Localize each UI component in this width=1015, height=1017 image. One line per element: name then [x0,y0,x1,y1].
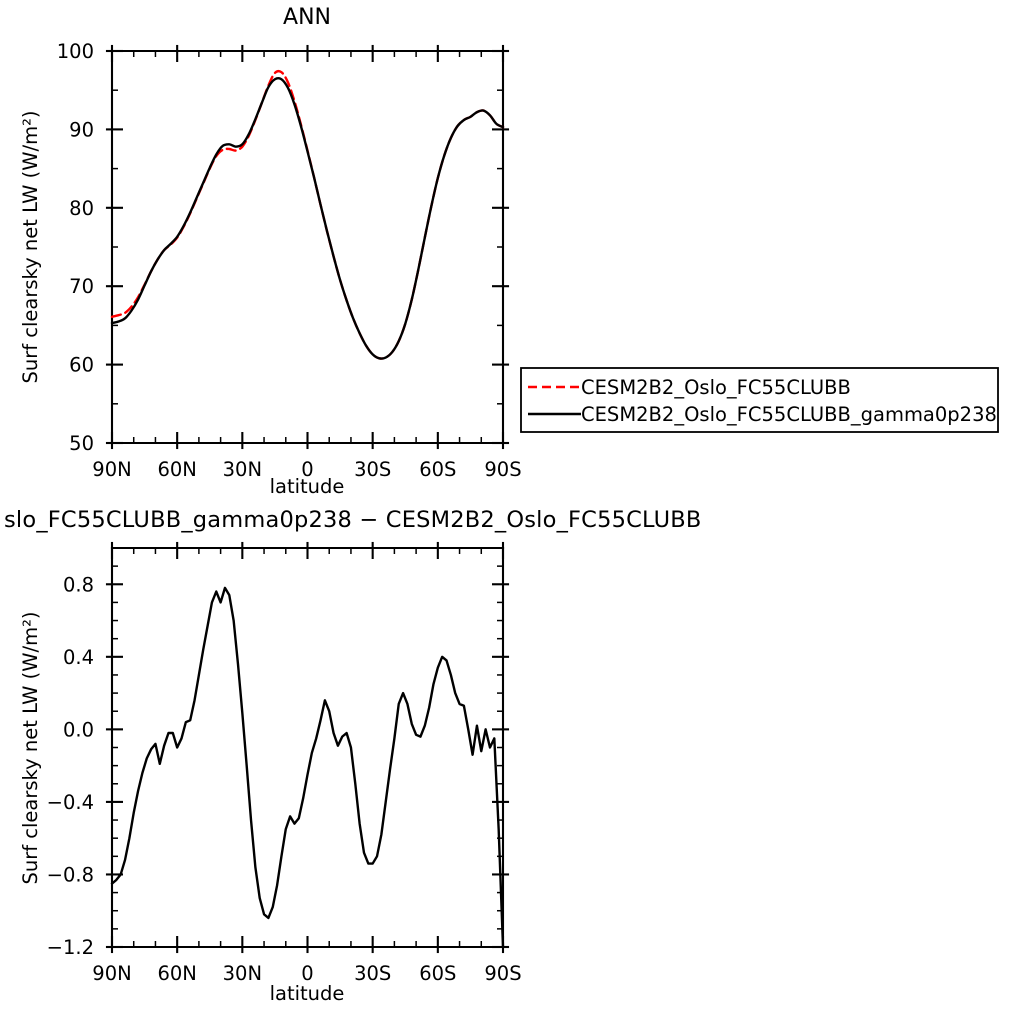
y-tick-label: 0.0 [63,718,94,741]
top-panel-y-axis-label: Surf clearsky net LW (W/m²) [19,110,42,383]
x-tick-label: 90N [92,962,131,985]
bottom-panel-y-axis-label: Surf clearsky net LW (W/m²) [19,611,42,884]
difference-panel-title: slo_FC55CLUBB_gamma0p238 − CESM2B2_Oslo_… [4,507,702,533]
y-tick-label: −0.4 [47,791,94,814]
x-tick-label: 90N [92,458,131,481]
y-tick-label: 60 [69,354,94,377]
figure-canvas: ANN 90N60N30N030S60S90S 5060708090100 la… [0,0,1015,1017]
y-tick-label: 80 [69,197,94,220]
y-tick-label: 0.8 [63,573,94,596]
y-tick-label: 90 [69,118,94,141]
y-tick-label: 50 [69,432,94,455]
y-tick-label: 0.4 [63,646,94,669]
top-panel-x-axis-label: latitude [270,475,345,498]
x-tick-label: 30S [354,458,391,481]
x-tick-label: 30S [354,962,391,985]
x-tick-label: 90S [484,962,521,985]
legend: CESM2B2_Oslo_FC55CLUBB CESM2B2_Oslo_FC55C… [521,368,998,432]
x-tick-label: 60S [419,962,456,985]
x-tick-label: 90S [484,458,521,481]
legend-label: CESM2B2_Oslo_FC55CLUBB [581,376,851,399]
y-tick-label: 100 [57,40,94,63]
x-tick-label: 30N [223,962,262,985]
x-tick-label: 60N [157,962,196,985]
x-tick-label: 30N [223,458,262,481]
y-tick-label: 70 [69,275,94,298]
bottom-panel-x-axis-label: latitude [270,982,345,1005]
legend-label: CESM2B2_Oslo_FC55CLUBB_gamma0p238 [581,403,997,426]
top-panel-title: ANN [283,5,331,30]
x-tick-label: 60S [419,458,456,481]
x-tick-label: 60N [157,458,196,481]
y-tick-label: −1.2 [47,936,94,959]
y-tick-label: −0.8 [47,863,94,886]
